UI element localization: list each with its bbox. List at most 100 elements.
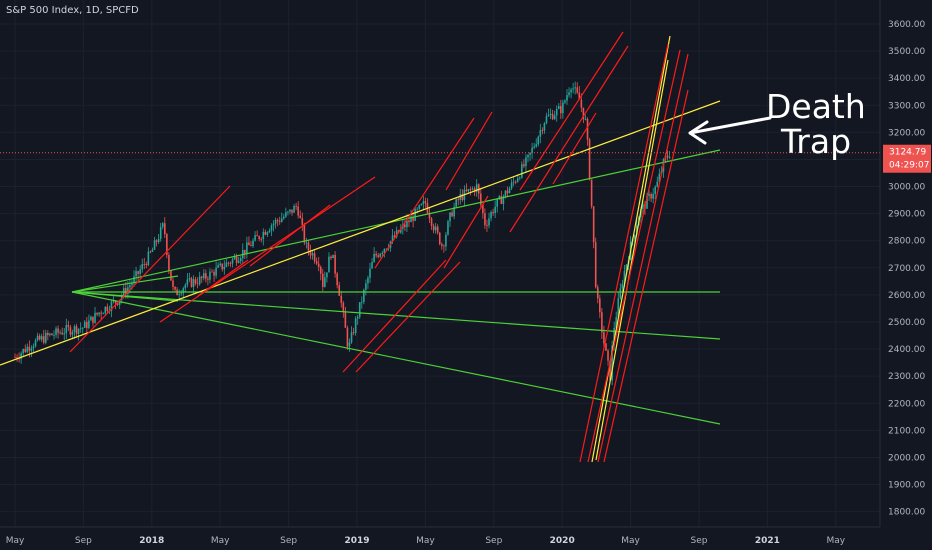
candle-body bbox=[354, 318, 357, 334]
candle-body bbox=[521, 164, 523, 178]
candle-body bbox=[375, 253, 377, 256]
candle-body bbox=[137, 271, 139, 274]
candle-body bbox=[104, 306, 107, 314]
candle-body bbox=[211, 271, 213, 273]
candle-body bbox=[418, 205, 421, 209]
candle-body bbox=[605, 343, 607, 351]
candle-body bbox=[360, 301, 363, 303]
price-tick-label: 3000.00 bbox=[888, 183, 925, 193]
candle-body bbox=[116, 303, 119, 305]
red-channel-line-8 bbox=[445, 111, 493, 191]
candle-body bbox=[508, 188, 511, 194]
candle-body bbox=[77, 328, 80, 334]
candle-body bbox=[32, 346, 35, 349]
candle-body bbox=[646, 195, 648, 209]
candle-body bbox=[295, 205, 297, 207]
candle-body bbox=[231, 259, 234, 264]
red-channel-line-10 bbox=[519, 31, 624, 191]
candle-body bbox=[168, 254, 170, 271]
candle-body bbox=[617, 298, 620, 318]
candle-body bbox=[451, 212, 453, 217]
candle-body bbox=[373, 253, 375, 263]
time-tick-label: May bbox=[211, 536, 230, 546]
candle-body bbox=[289, 209, 291, 212]
candle-body bbox=[141, 264, 144, 270]
candle-body bbox=[90, 316, 92, 321]
candle-body bbox=[114, 300, 117, 304]
green-fan-upper bbox=[71, 149, 721, 293]
candle-body bbox=[131, 283, 133, 286]
candle-body bbox=[560, 106, 562, 114]
candle-body bbox=[110, 301, 113, 311]
candle-body bbox=[317, 263, 320, 267]
candle-body bbox=[217, 265, 219, 268]
candle-body bbox=[213, 271, 215, 276]
candle-body bbox=[488, 218, 490, 226]
candle-body bbox=[125, 288, 127, 295]
time-tick-label: Sep bbox=[691, 536, 708, 546]
candle-body bbox=[395, 230, 398, 237]
candle-body bbox=[287, 211, 289, 213]
candle-body bbox=[379, 253, 382, 257]
time-tick-label: Sep bbox=[280, 536, 297, 546]
price-tick-label: 2800.00 bbox=[888, 237, 925, 247]
candle-body bbox=[498, 196, 501, 200]
candle-body bbox=[557, 106, 560, 109]
candle-body bbox=[601, 312, 603, 333]
chart-grid bbox=[0, 0, 880, 527]
candle-body bbox=[406, 220, 408, 228]
red-channel-line-14 bbox=[597, 53, 689, 463]
candle-body bbox=[447, 221, 449, 235]
candle-body bbox=[202, 273, 205, 279]
candle-body bbox=[434, 226, 437, 231]
candle-body bbox=[313, 253, 316, 262]
candle-body bbox=[270, 225, 273, 231]
candle-body bbox=[619, 288, 622, 299]
time-tick-label: May bbox=[6, 536, 25, 546]
price-axis: 3600.003500.003400.003300.003200.003100.… bbox=[879, 0, 925, 527]
candle-body bbox=[656, 181, 659, 187]
candle-body bbox=[139, 269, 141, 274]
candle-body bbox=[525, 157, 527, 167]
candle-body bbox=[170, 270, 172, 281]
candle-body bbox=[527, 154, 529, 158]
time-tick-label: May bbox=[826, 536, 845, 546]
green-fan-mid bbox=[71, 291, 721, 340]
time-tick-label: 2021 bbox=[755, 536, 780, 546]
candle-body bbox=[482, 204, 484, 214]
candle-body bbox=[75, 326, 78, 334]
red-channel-line-15 bbox=[603, 89, 689, 463]
red-channel-line-1 bbox=[159, 176, 376, 323]
candle-body bbox=[256, 235, 258, 237]
candle-body bbox=[590, 179, 593, 207]
candle-body bbox=[568, 92, 570, 96]
candle-body bbox=[408, 220, 410, 223]
candle-body bbox=[112, 300, 115, 302]
candle-body bbox=[599, 298, 601, 313]
candle-body bbox=[422, 201, 425, 205]
candle-body bbox=[34, 340, 37, 347]
candle-body bbox=[496, 199, 499, 207]
candle-body bbox=[83, 321, 86, 328]
candle-body bbox=[42, 336, 45, 343]
candle-body bbox=[235, 256, 238, 263]
candle-body bbox=[352, 332, 355, 334]
candle-body bbox=[147, 251, 150, 266]
candle-body bbox=[566, 95, 568, 101]
candle-body bbox=[336, 273, 338, 286]
yellow-steep-line-2 bbox=[595, 59, 669, 461]
candle-body bbox=[531, 147, 533, 153]
candle-body bbox=[391, 235, 394, 242]
candle-body bbox=[363, 289, 365, 302]
candle-body bbox=[371, 262, 373, 269]
candle-body bbox=[200, 276, 203, 279]
candle-body bbox=[607, 350, 609, 361]
candle-body bbox=[307, 242, 310, 251]
candle-body bbox=[188, 278, 191, 280]
candle-body bbox=[580, 99, 583, 108]
candle-body bbox=[467, 188, 470, 192]
candle-body bbox=[471, 188, 474, 190]
candle-body bbox=[500, 196, 503, 204]
candle-body bbox=[246, 242, 248, 254]
